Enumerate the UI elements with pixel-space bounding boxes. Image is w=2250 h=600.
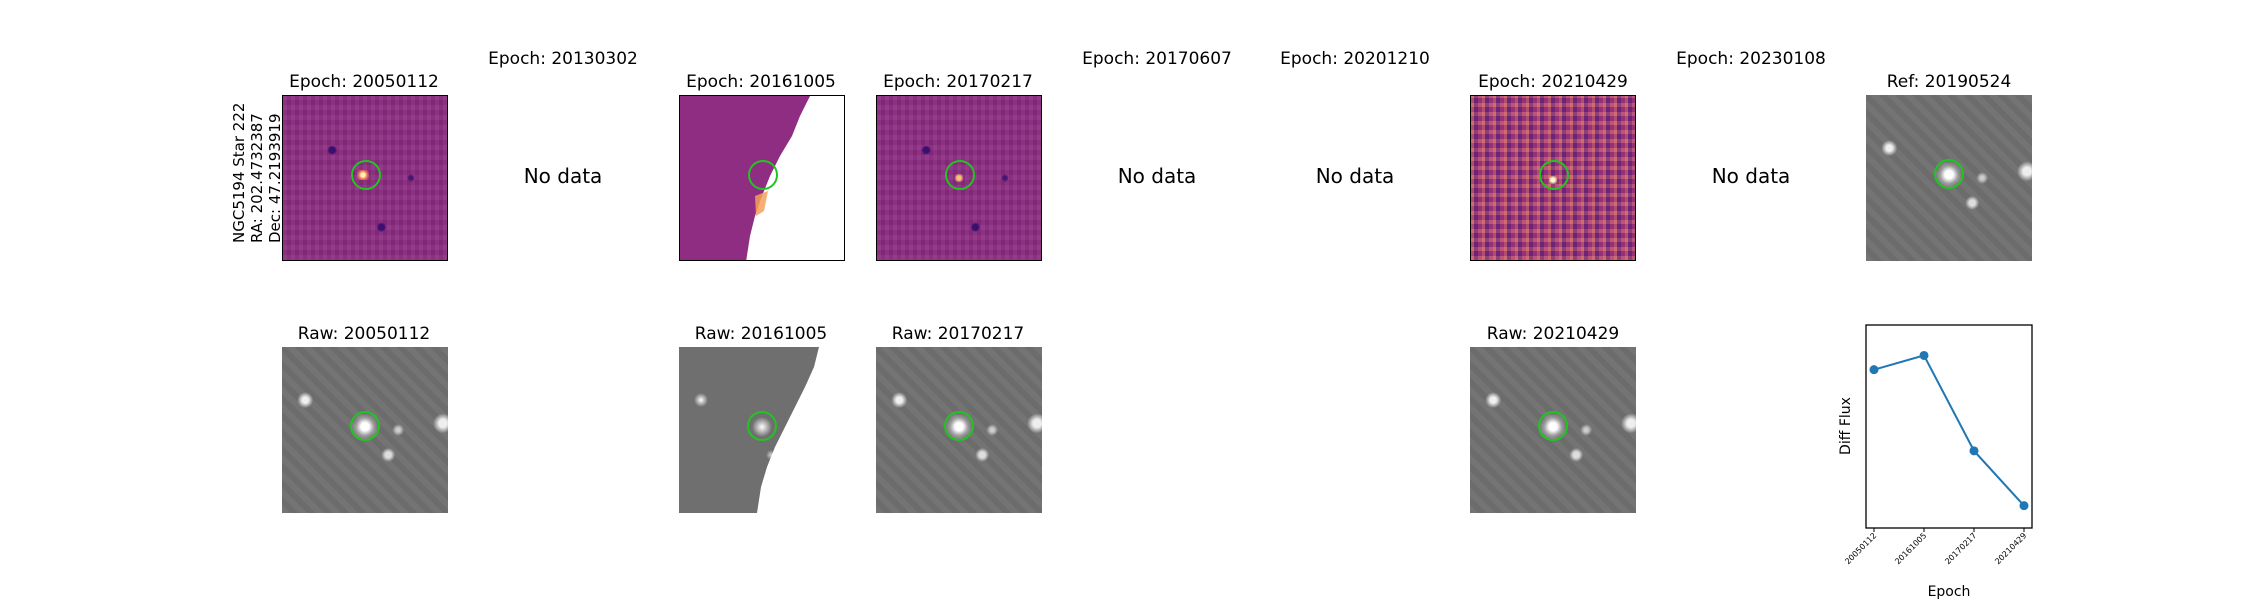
target-circle: [351, 160, 381, 190]
no-data-20130302: No data: [523, 164, 603, 188]
target-circle: [350, 411, 380, 441]
target-circle: [945, 160, 975, 190]
no-data-20170607: No data: [1117, 164, 1197, 188]
no-data-20230108: No data: [1711, 164, 1791, 188]
partial-coverage-shape: [680, 96, 810, 260]
raw-image-20161005: [679, 347, 845, 513]
y-axis-label: Diff Flux: [1838, 397, 1854, 455]
target-circle: [944, 411, 974, 441]
x-axis-label: Epoch: [1928, 584, 1971, 600]
epoch-title-8: Epoch: 20230108: [1676, 49, 1826, 69]
raw-image-20210429: [1470, 347, 1636, 513]
raw-title-4: Raw: 20210429: [1486, 324, 1620, 344]
star-info-label: NGC5194 Star 222 RA: 202.4732387 Dec: 47…: [230, 103, 284, 243]
diff-image-20161005: [679, 95, 845, 261]
data-point-20210429: [2019, 501, 2029, 511]
raw-image-20050112: [282, 347, 448, 513]
epoch-title-7: Epoch: 20210429: [1478, 72, 1628, 92]
epoch-title-5: Epoch: 20170607: [1082, 49, 1232, 69]
light-curve-chart: 20050112 20161005 20170217 20210429 Diff Fl…: [1838, 324, 2033, 600]
raw-title-1: Raw: 20050112: [297, 324, 431, 344]
star-name: NGC5194 Star 222: [230, 102, 248, 243]
target-circle: [1538, 411, 1568, 441]
ref-image-20190524: [1866, 95, 2032, 261]
epoch-title-3: Epoch: 20161005: [686, 72, 836, 92]
raw-image-20170217: [876, 347, 1042, 513]
x-tick-label-20161005: 20161005: [1893, 531, 1928, 566]
raw-title-2: Raw: 20161005: [694, 324, 828, 344]
target-circle: [747, 411, 777, 441]
target-circle: [1934, 159, 1964, 189]
data-point-20161005: [1919, 350, 1929, 360]
series-line: [1873, 354, 2025, 507]
star-ra: RA: 202.4732387: [248, 113, 266, 243]
epoch-title-2: Epoch: 20130302: [488, 49, 638, 69]
target-circle: [1539, 160, 1569, 190]
raw-title-3: Raw: 20170217: [891, 324, 1025, 344]
x-tick-label-20210429: 20210429: [1993, 531, 2028, 566]
x-tick-label-20170217: 20170217: [1943, 531, 1978, 566]
plot-frame: [1865, 324, 2033, 529]
diff-image-20210429: [1470, 95, 1636, 261]
no-data-20201210: No data: [1315, 164, 1395, 188]
diff-image-20170217: [876, 95, 1042, 261]
ref-title: Ref: 20190524: [1886, 72, 2012, 92]
epoch-title-1: Epoch: 20050112: [289, 72, 439, 92]
epoch-title-4: Epoch: 20170217: [883, 72, 1033, 92]
x-tick-label-20050112: 20050112: [1843, 531, 1878, 566]
data-point-20050112: [1869, 365, 1879, 375]
target-circle: [748, 160, 778, 190]
diff-image-20050112: [282, 95, 448, 261]
data-point-20170217: [1969, 446, 1979, 456]
epoch-title-6: Epoch: 20201210: [1280, 49, 1430, 69]
